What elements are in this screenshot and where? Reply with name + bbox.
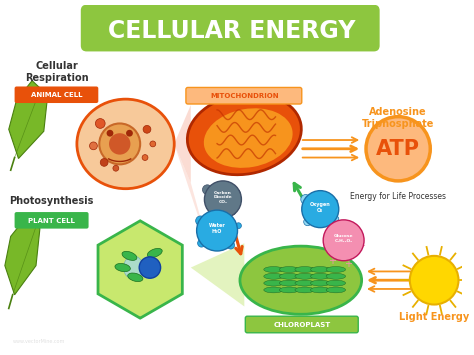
Circle shape	[196, 216, 205, 226]
Ellipse shape	[295, 273, 314, 279]
Text: ATP: ATP	[376, 139, 420, 159]
Circle shape	[100, 159, 108, 166]
FancyBboxPatch shape	[15, 212, 89, 229]
Text: Photosynthesis: Photosynthesis	[9, 196, 94, 206]
Ellipse shape	[326, 280, 346, 286]
Circle shape	[233, 190, 240, 197]
Polygon shape	[174, 105, 191, 183]
Text: Water
H₂O: Water H₂O	[209, 223, 226, 234]
Circle shape	[323, 220, 364, 261]
Ellipse shape	[279, 280, 299, 286]
Text: Oxygen
O₂: Oxygen O₂	[310, 202, 331, 213]
Ellipse shape	[128, 273, 143, 282]
Ellipse shape	[310, 287, 330, 293]
Text: +: +	[345, 259, 353, 269]
Ellipse shape	[187, 94, 301, 175]
Ellipse shape	[264, 280, 283, 286]
Circle shape	[197, 210, 237, 251]
Circle shape	[90, 142, 97, 150]
Ellipse shape	[295, 267, 314, 272]
Circle shape	[301, 195, 310, 204]
Circle shape	[210, 207, 217, 215]
Text: +: +	[328, 256, 336, 266]
Circle shape	[330, 198, 338, 206]
Ellipse shape	[204, 108, 292, 168]
Ellipse shape	[326, 267, 346, 272]
Text: CHLOROPLAST: CHLOROPLAST	[273, 322, 330, 328]
Ellipse shape	[326, 287, 346, 293]
Circle shape	[139, 257, 161, 278]
FancyBboxPatch shape	[15, 87, 98, 103]
Circle shape	[236, 223, 241, 229]
Text: ANIMAL CELL: ANIMAL CELL	[31, 92, 82, 98]
Ellipse shape	[77, 99, 174, 189]
Ellipse shape	[295, 280, 314, 286]
Text: PLANT CELL: PLANT CELL	[28, 218, 75, 224]
Text: Carbon
Dioxide
CO₂: Carbon Dioxide CO₂	[214, 191, 232, 204]
Circle shape	[142, 155, 148, 160]
Text: www.vectorMine.com: www.vectorMine.com	[254, 48, 307, 53]
FancyBboxPatch shape	[186, 87, 302, 104]
Text: +: +	[334, 222, 342, 232]
Circle shape	[143, 125, 151, 133]
Ellipse shape	[240, 246, 362, 314]
Ellipse shape	[115, 263, 130, 272]
Ellipse shape	[279, 267, 299, 272]
Circle shape	[333, 216, 339, 222]
Circle shape	[410, 256, 458, 305]
Text: CELLULAR ENERGY: CELLULAR ENERGY	[108, 19, 356, 43]
Text: Light Energy: Light Energy	[399, 312, 469, 322]
Ellipse shape	[142, 262, 157, 270]
Ellipse shape	[279, 273, 299, 279]
Ellipse shape	[264, 287, 283, 293]
Circle shape	[204, 181, 241, 218]
Ellipse shape	[264, 267, 283, 272]
Ellipse shape	[295, 287, 314, 293]
FancyBboxPatch shape	[81, 5, 380, 51]
Text: Adenosine
Triphosphate: Adenosine Triphosphate	[362, 107, 434, 129]
Circle shape	[99, 124, 140, 164]
Circle shape	[126, 130, 133, 137]
Ellipse shape	[147, 248, 162, 257]
Polygon shape	[9, 81, 48, 159]
Circle shape	[107, 130, 113, 137]
Circle shape	[302, 191, 339, 228]
Text: www.vectorMine.com: www.vectorMine.com	[13, 339, 65, 344]
Polygon shape	[191, 243, 244, 306]
Ellipse shape	[124, 256, 143, 279]
Polygon shape	[174, 144, 210, 253]
Circle shape	[304, 218, 311, 226]
Circle shape	[227, 241, 235, 249]
Ellipse shape	[279, 287, 299, 293]
Circle shape	[366, 117, 430, 181]
Text: Cellular
Respiration: Cellular Respiration	[25, 61, 88, 83]
Circle shape	[202, 185, 212, 195]
Circle shape	[109, 133, 130, 155]
Ellipse shape	[310, 280, 330, 286]
Polygon shape	[5, 217, 40, 295]
Ellipse shape	[122, 251, 137, 260]
Text: +: +	[357, 241, 365, 251]
Ellipse shape	[310, 273, 330, 279]
Text: Energy for Life Processes: Energy for Life Processes	[350, 192, 446, 201]
Circle shape	[150, 141, 156, 147]
FancyBboxPatch shape	[246, 316, 358, 333]
Polygon shape	[98, 221, 182, 318]
Text: Glucose
C₆H₁₂O₆: Glucose C₆H₁₂O₆	[334, 234, 354, 242]
Ellipse shape	[310, 267, 330, 272]
Circle shape	[230, 209, 236, 215]
Circle shape	[113, 165, 119, 171]
Ellipse shape	[326, 273, 346, 279]
Circle shape	[198, 239, 205, 247]
Circle shape	[95, 119, 105, 129]
Text: MITOCHONDRION: MITOCHONDRION	[210, 93, 279, 99]
Ellipse shape	[264, 273, 283, 279]
